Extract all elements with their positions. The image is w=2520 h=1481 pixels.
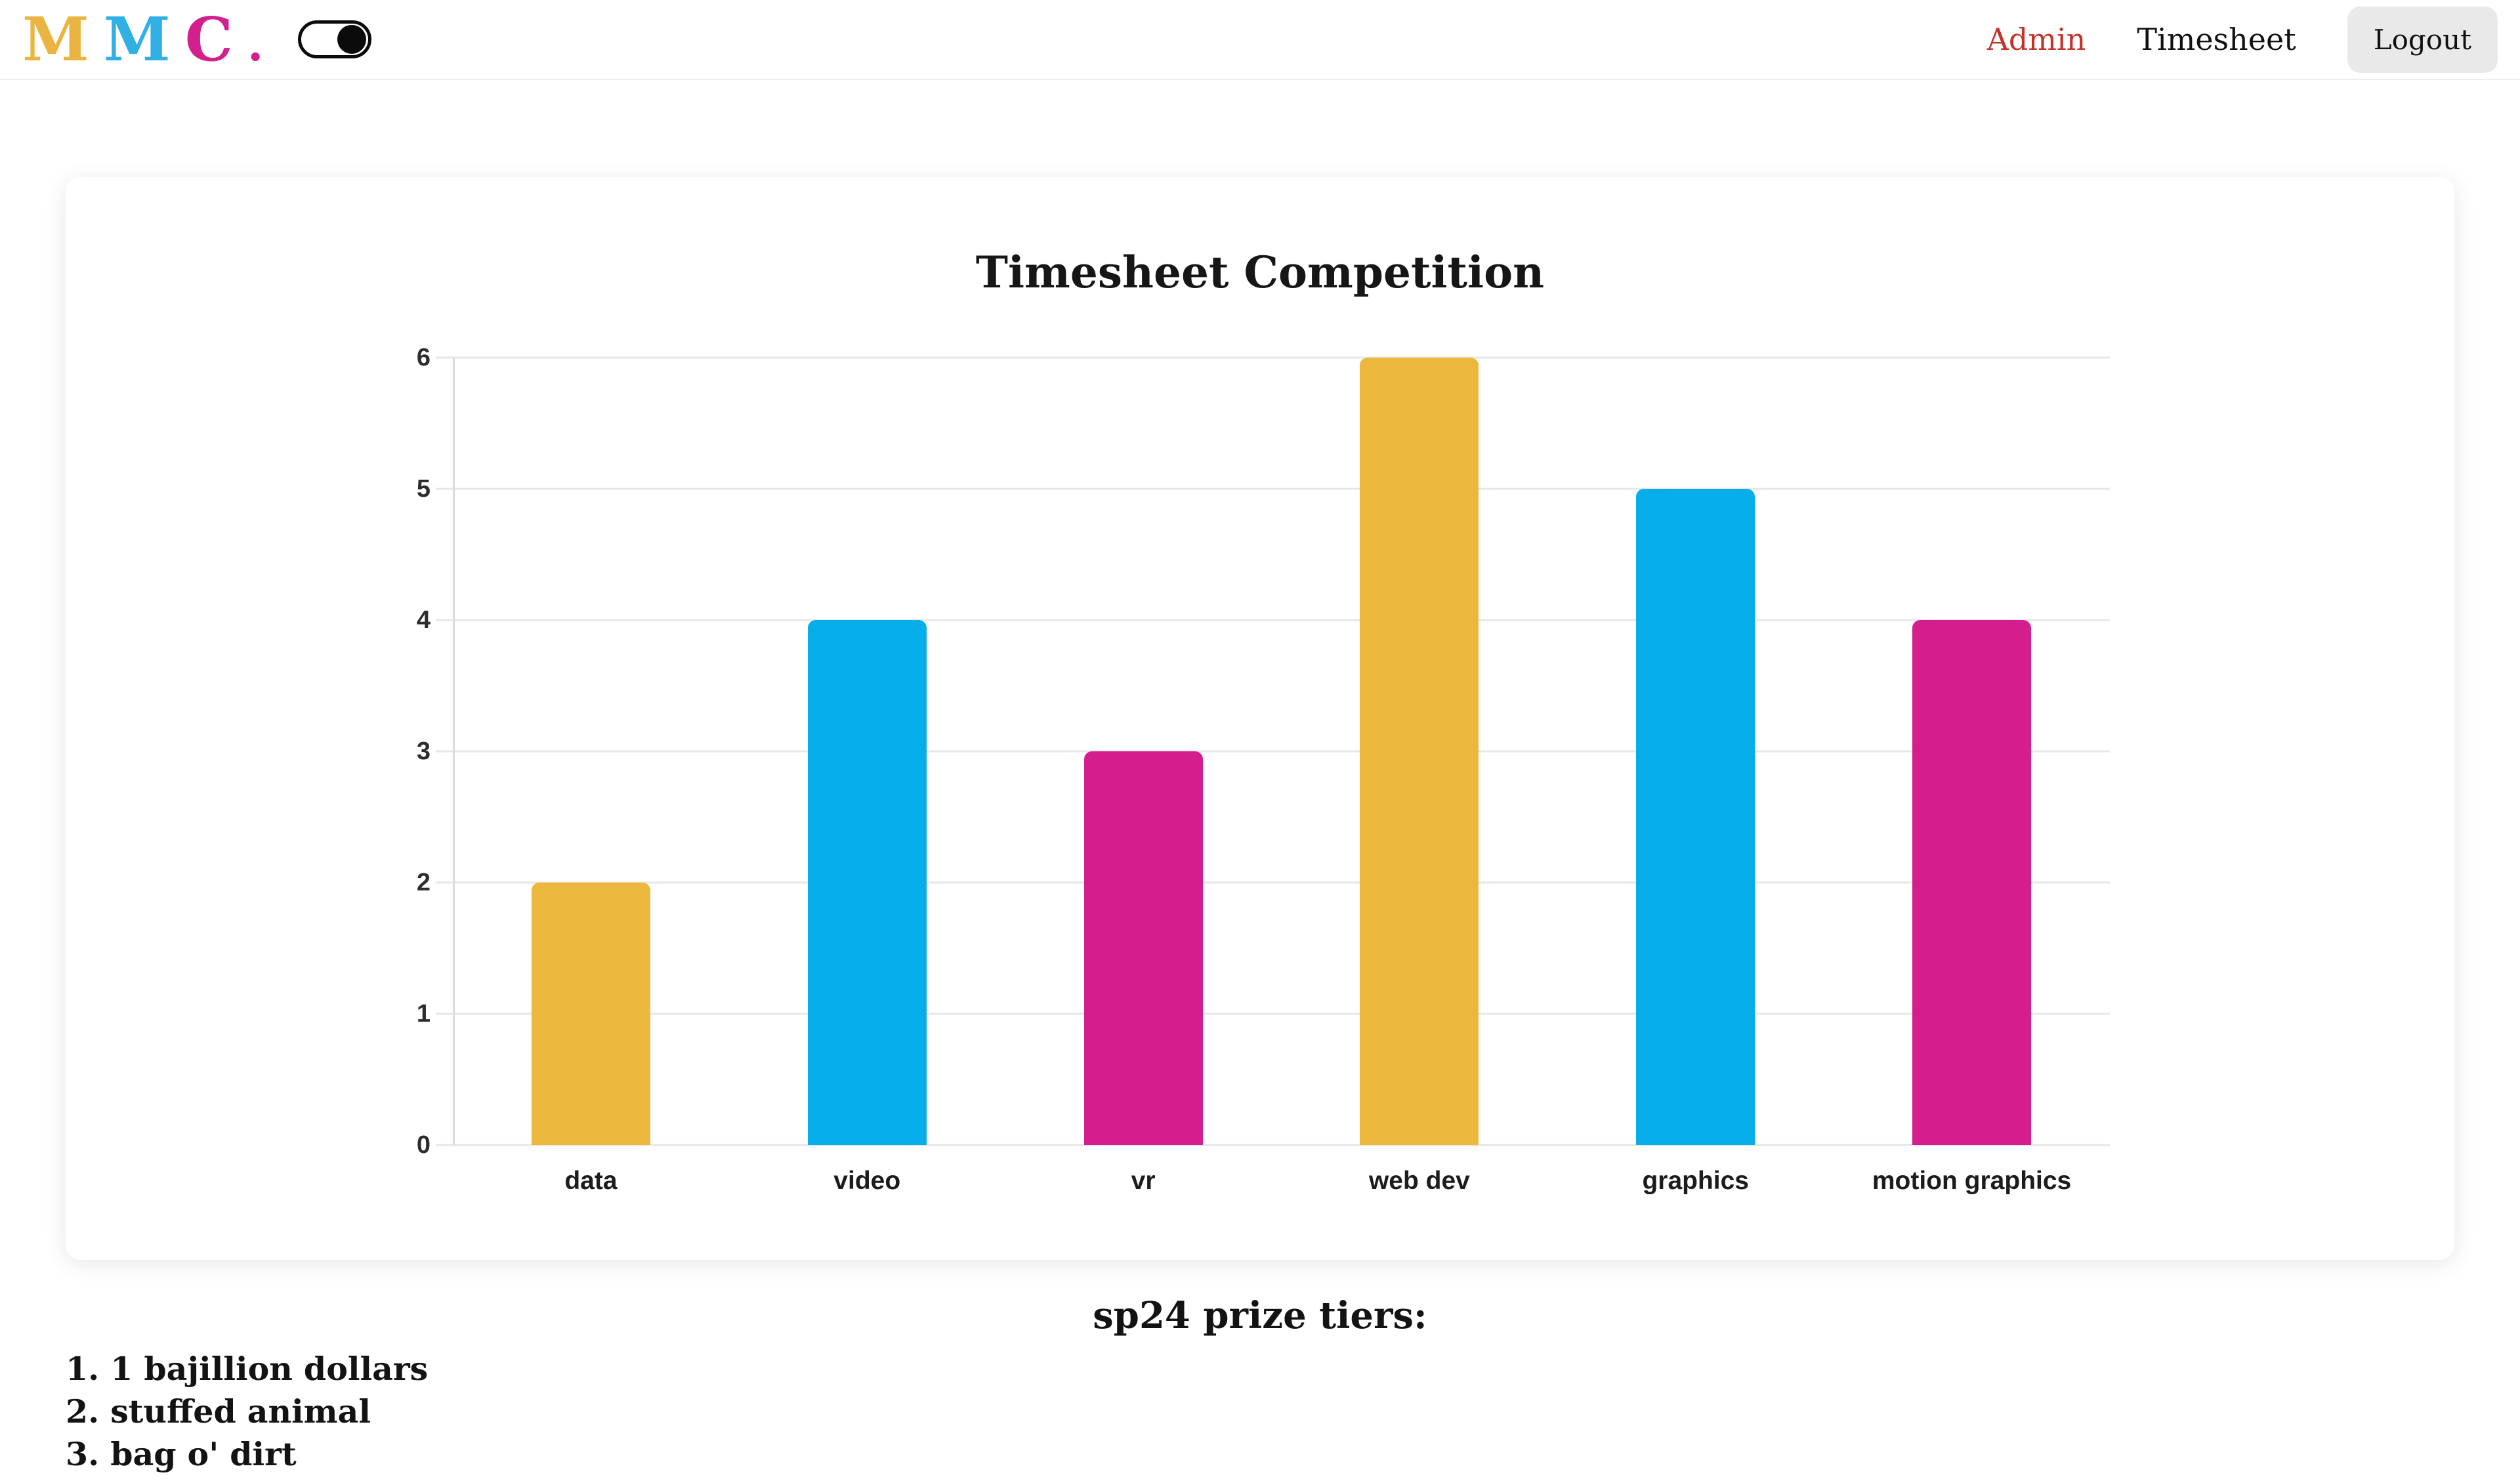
prize-item-2: 2. stuffed animal	[66, 1392, 371, 1430]
nav-link-admin[interactable]: Admin	[1986, 22, 2086, 57]
x-label-motion-graphics: motion graphics	[1872, 1167, 2072, 1195]
nav-link-timesheet[interactable]: Timesheet	[2137, 22, 2296, 57]
x-label-data: data	[564, 1167, 618, 1195]
y-tick-label-1: 1	[416, 1000, 430, 1028]
bar-data[interactable]	[531, 883, 650, 1145]
mmc-logo: M M C .	[22, 4, 263, 75]
prizes-heading: sp24 prize tiers:	[1093, 1294, 1427, 1337]
bar-slot-vr	[1005, 358, 1282, 1145]
theme-toggle[interactable]	[298, 20, 372, 58]
x-label-web-dev: web dev	[1368, 1167, 1470, 1195]
y-tick-label-0: 0	[416, 1131, 430, 1159]
logo-period: .	[247, 17, 263, 72]
y-tick-label-6: 6	[416, 344, 430, 371]
bar-slot-motion-graphics	[1834, 358, 2110, 1145]
bar-slot-data	[453, 358, 729, 1145]
bar-slot-graphics	[1557, 358, 1834, 1145]
gridline-y2	[436, 881, 2110, 884]
gridline-y6	[436, 356, 2110, 359]
logo-letter-c: C	[184, 4, 233, 75]
x-axis-labels: data video vr web dev graphics motion graphic…	[453, 1167, 2110, 1196]
prize-item-3: 3. bag o' dirt	[66, 1435, 297, 1473]
gridline-y1	[436, 1012, 2110, 1015]
bars-container	[453, 358, 2110, 1145]
bar-graphics[interactable]	[1636, 489, 1755, 1145]
y-tick-label-5: 5	[416, 475, 430, 503]
bar-motion-graphics[interactable]	[1912, 620, 2032, 1145]
y-tick-label-2: 2	[416, 869, 430, 896]
y-axis: 0 1 2 3 4 5 6	[66, 345, 430, 1158]
bar-web-dev[interactable]	[1360, 358, 1479, 1145]
bar-slot-web-dev	[1281, 358, 1557, 1145]
app-header: M M C . Admin Timesheet Logout	[0, 0, 2520, 80]
y-tick-label-4: 4	[416, 606, 430, 634]
bar-video[interactable]	[807, 620, 927, 1145]
gridline-y0	[436, 1144, 2110, 1146]
y-axis-line	[453, 358, 455, 1145]
x-label-video: video	[833, 1167, 901, 1195]
logo-letter-m2: M	[103, 4, 171, 75]
chart-title: Timesheet Competition	[975, 247, 1545, 298]
x-label-graphics: graphics	[1642, 1167, 1749, 1195]
prize-item-1: 1. 1 bajillion dollars	[66, 1350, 429, 1388]
x-label-vr: vr	[1131, 1167, 1156, 1195]
gridline-y5	[436, 488, 2110, 490]
logout-button[interactable]: Logout	[2347, 6, 2498, 73]
prizes-list: 1. 1 bajillion dollars 2. stuffed animal…	[66, 1348, 428, 1476]
bar-vr[interactable]	[1083, 751, 1203, 1145]
gridline-y3	[436, 750, 2110, 753]
main-nav: Admin Timesheet Logout	[1986, 6, 2498, 73]
logo-letter-m1: M	[22, 4, 89, 75]
bar-slot-video	[729, 358, 1005, 1145]
toggle-knob-icon	[337, 25, 367, 54]
chart-card: Timesheet Competition 0 1 2 3 4 5 6 data video v…	[66, 177, 2454, 1260]
bar-chart-plot-area	[436, 356, 2110, 1146]
gridline-y4	[436, 619, 2110, 621]
y-tick-label-3: 3	[416, 738, 430, 765]
